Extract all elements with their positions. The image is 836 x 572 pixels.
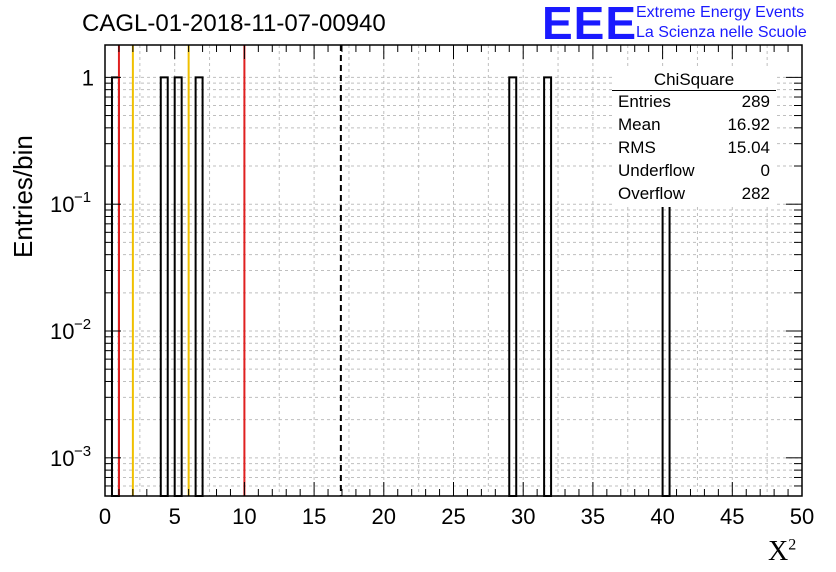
eee-logo-line1: Extreme Energy Events <box>636 4 805 21</box>
stats-box: ChiSquare Entries 289 Mean 16.92 RMS 15.… <box>612 68 776 207</box>
x-tick-label: 20 <box>372 504 396 529</box>
stats-row-rms: RMS 15.04 <box>618 138 770 160</box>
y-axis-label: Entries/bin <box>8 135 38 258</box>
stats-value: 289 <box>741 92 770 111</box>
x-tick-label: 40 <box>650 504 674 529</box>
x-tick-label: 15 <box>302 504 326 529</box>
stats-label: Underflow <box>618 161 695 180</box>
histogram-bin <box>194 76 204 497</box>
y-tick-label: 10 <box>50 192 74 217</box>
histogram-bin <box>159 76 169 497</box>
y-tick-label-exponent: −3 <box>74 443 91 460</box>
x-tick-label: 30 <box>511 504 535 529</box>
stats-row-mean: Mean 16.92 <box>618 115 770 137</box>
stats-label: Entries <box>618 92 671 111</box>
y-tick-label: 10 <box>50 319 74 344</box>
x-tick-label: 35 <box>581 504 605 529</box>
stats-label: RMS <box>618 138 656 157</box>
stats-label: Overflow <box>618 184 686 203</box>
y-tick-label: 10 <box>50 446 74 471</box>
stats-label: Mean <box>618 115 661 134</box>
eee-logo: EEE <box>542 0 638 49</box>
run-title: CAGL-01-2018-11-07-00940 <box>82 10 386 37</box>
stats-value: 282 <box>741 184 770 203</box>
x-axis-label: X2 <box>768 536 796 568</box>
eee-logo-line2: La Scienza nelle Scuole <box>636 24 807 41</box>
histogram-bin <box>173 76 183 497</box>
y-tick-label-exponent: −2 <box>74 316 91 333</box>
x-tick-label: 50 <box>790 504 814 529</box>
x-tick-label: 5 <box>169 504 181 529</box>
x-tick-label: 0 <box>99 504 111 529</box>
stats-row-entries: Entries 289 <box>618 92 770 114</box>
stats-row-underflow: Underflow 0 <box>618 161 770 183</box>
y-tick-label: 1 <box>82 65 94 90</box>
stats-value: 15.04 <box>727 138 770 157</box>
y-tick-label-exponent: −1 <box>74 189 91 206</box>
x-tick-label: 10 <box>232 504 256 529</box>
x-tick-label: 45 <box>720 504 744 529</box>
stats-title: ChiSquare <box>653 70 735 89</box>
stats-divider <box>612 90 776 91</box>
stats-value: 16.92 <box>727 115 770 134</box>
x-tick-label: 25 <box>441 504 465 529</box>
histogram-bin <box>508 76 518 497</box>
histogram-bin <box>543 76 553 497</box>
stats-row-overflow: Overflow 282 <box>618 184 770 206</box>
x-axis-label-base: X <box>768 536 789 567</box>
stats-value: 0 <box>760 161 770 180</box>
histogram-bin <box>110 76 120 497</box>
x-axis-label-sup: 2 <box>788 536 797 554</box>
